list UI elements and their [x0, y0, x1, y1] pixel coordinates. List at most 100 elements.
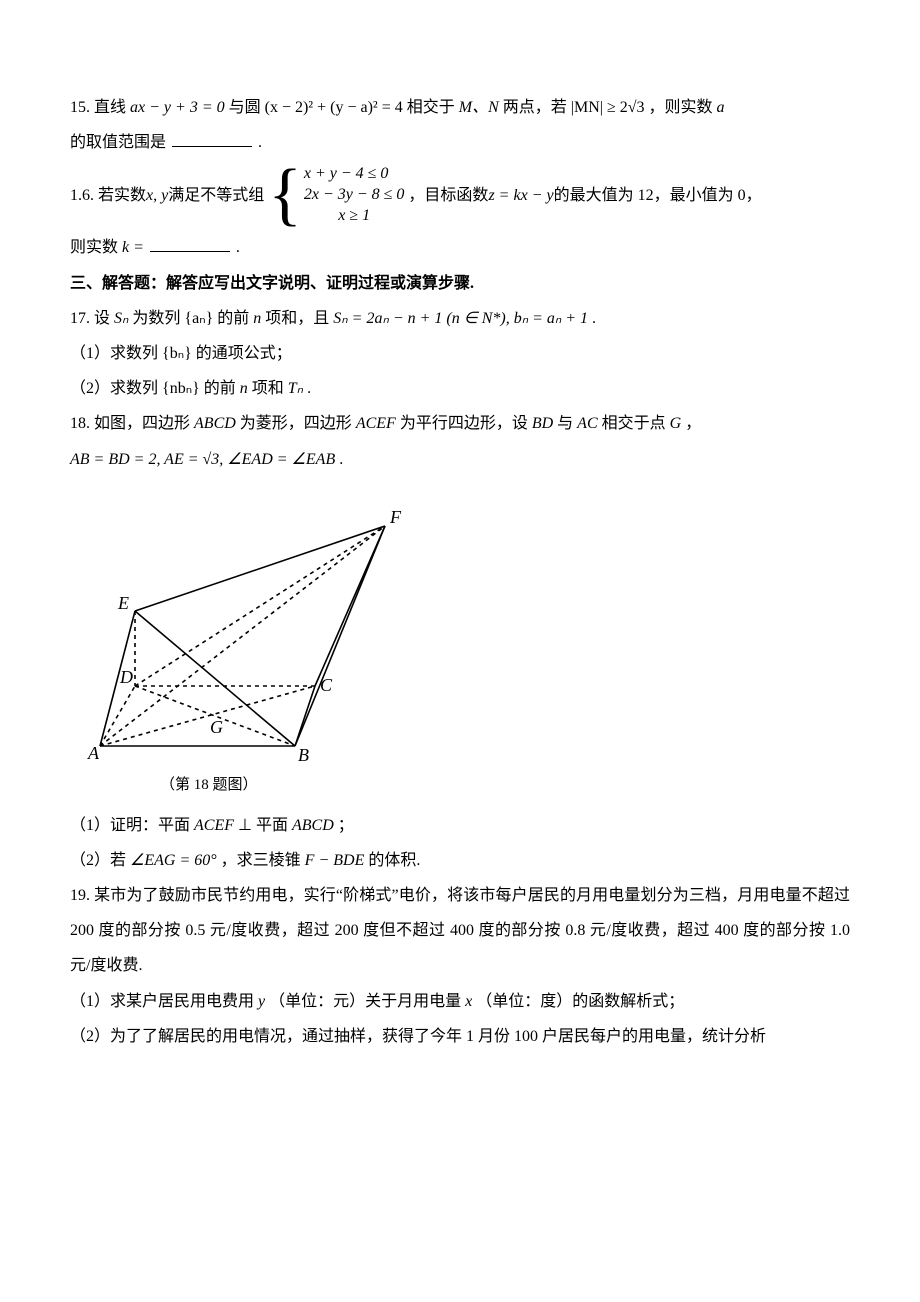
- question-17-part2: （2）求数列 {nbₙ} 的前 n 项和 Tₙ .: [70, 371, 850, 406]
- q18p2-mid: ，求三棱锥: [221, 852, 305, 869]
- q16-taileq: k =: [122, 239, 144, 256]
- q15-text: ，则实数: [649, 99, 717, 116]
- q18p1-perp: ⊥: [238, 817, 256, 834]
- question-18-part1: （1）证明：平面 ACEF ⊥ 平面 ABCD ；: [70, 808, 850, 843]
- ineq-line-1: x + y − 4 ≤ 0: [304, 164, 405, 185]
- q19p1-x: x: [465, 993, 472, 1010]
- q16-vars: x, y: [146, 178, 168, 213]
- q18p2-solid: F − BDE: [305, 852, 365, 869]
- q15-text: 两点，若: [503, 99, 571, 116]
- q18-mid4: 相交于点: [602, 415, 670, 432]
- q17p2-T: Tₙ: [288, 380, 303, 397]
- section-3-heading: 三、解答题：解答应写出文字说明、证明过程或演算步骤.: [70, 266, 850, 301]
- geometry-diagram: A B C D E F G: [80, 491, 420, 771]
- q18-q4: AC: [577, 415, 597, 432]
- q16-pre: 1.6. 若实数: [70, 178, 146, 213]
- q15-text: 15. 直线: [70, 99, 130, 116]
- question-16-cont: 则实数 k = .: [70, 230, 850, 265]
- q17-an: {aₙ}: [184, 310, 213, 327]
- answer-blank[interactable]: [150, 237, 230, 252]
- label-C: C: [320, 675, 333, 695]
- q18p2-eq: ∠EAG = 60°: [130, 852, 217, 869]
- q18p2-tail: 的体积.: [368, 852, 420, 869]
- q18p1-pre: （1）证明：平面: [70, 817, 194, 834]
- q17p1-tail: 的通项公式；: [196, 345, 292, 362]
- q18-mid5: ，: [685, 415, 701, 432]
- q15-eq2: (x − 2)² + (y − a)² = 4: [265, 99, 403, 116]
- answer-blank[interactable]: [172, 132, 252, 147]
- q19p1-tail: （单位：度）的函数解析式；: [476, 993, 684, 1010]
- question-16: 1.6. 若实数 x, y 满足不等式组 { x + y − 4 ≤ 0 2x …: [70, 160, 850, 230]
- question-19-part1: （1）求某户居民用电费用 y （单位：元）关于月用电量 x （单位：度）的函数解…: [70, 984, 850, 1019]
- q18-eq: AB = BD = 2, AE = √3, ∠EAD = ∠EAB: [70, 451, 335, 468]
- q18-mid1: 为菱形，四边形: [240, 415, 356, 432]
- question-18: 18. 如图，四边形 ABCD 为菱形，四边形 ACEF 为平行四边形，设 BD…: [70, 406, 850, 441]
- q17-mid1: 为数列: [132, 310, 184, 327]
- q17p2-pre: （2）求数列: [70, 380, 162, 397]
- ineq-line-2: 2x − 3y − 8 ≤ 0: [304, 185, 405, 206]
- q15-points: M、N: [459, 99, 499, 116]
- inequality-system: { x + y − 4 ≤ 0 2x − 3y − 8 ≤ 0 x ≥ 1: [268, 160, 404, 230]
- question-18-eq: AB = BD = 2, AE = √3, ∠EAD = ∠EAB .: [70, 442, 850, 477]
- q18-q5: G: [670, 415, 682, 432]
- q18-q3: BD: [532, 415, 553, 432]
- q17p2-seq: {nbₙ}: [162, 380, 200, 397]
- q18-pre: 18. 如图，四边形: [70, 415, 194, 432]
- q17-period: .: [592, 310, 596, 327]
- label-G: G: [210, 717, 223, 737]
- question-19-part2: （2）为了了解居民的用电情况，通过抽样，获得了今年 1 月份 100 户居民每户…: [70, 1019, 850, 1054]
- q16-mid1: 满足不等式组: [168, 178, 264, 213]
- q16-period: .: [236, 239, 240, 256]
- q17-pre: 17. 设: [70, 310, 114, 327]
- q15-eq1: ax − y + 3 = 0: [130, 99, 225, 116]
- q17p2-tail: 项和: [252, 380, 288, 397]
- question-19: 19. 某市为了鼓励市民节约用电，实行“阶梯式”电价，将该市每户居民的月用电量划…: [70, 878, 850, 984]
- q17p1-seq: {bₙ}: [162, 345, 192, 362]
- figure-q18: A B C D E F G （第 18 题图）: [80, 491, 420, 802]
- question-17-part1: （1）求数列 {bₙ} 的通项公式；: [70, 336, 850, 371]
- q15-period: .: [258, 134, 262, 151]
- left-brace-icon: {: [268, 160, 302, 230]
- label-D: D: [119, 667, 133, 687]
- q19p1-pre: （1）求某户居民用电费用: [70, 993, 258, 1010]
- q17p2-mid: 的前: [204, 380, 240, 397]
- label-E: E: [117, 593, 129, 613]
- q18p1-c: ABCD: [292, 817, 334, 834]
- question-15-cont: 的取值范围是 .: [70, 125, 850, 160]
- q15-text: 与圆: [229, 99, 265, 116]
- ineq-line-3: x ≥ 1: [304, 206, 405, 227]
- q17-mid3: 项和，且: [265, 310, 333, 327]
- q18p1-a: ACEF: [194, 817, 234, 834]
- q17-sn: Sₙ: [114, 310, 128, 327]
- q17-eq: Sₙ = 2aₙ − n + 1 (n ∈ N*), bₙ = aₙ + 1: [333, 310, 588, 327]
- q16-mid2: ，目标函数: [408, 178, 488, 213]
- q17p2-n: n: [240, 380, 248, 397]
- q18-q2: ACEF: [356, 415, 396, 432]
- q18-mid3: 与: [557, 415, 577, 432]
- q18-mid2: 为平行四边形，设: [400, 415, 532, 432]
- q17-n: n: [253, 310, 261, 327]
- q16-eq1: z = kx − y: [488, 178, 553, 213]
- q16-tailpre: 则实数: [70, 239, 122, 256]
- figure-caption: （第 18 题图）: [160, 769, 420, 802]
- q15-tail: 的取值范围是: [70, 134, 166, 151]
- q17p1-pre: （1）求数列: [70, 345, 162, 362]
- q18p1-b: 平面: [256, 817, 292, 834]
- q17-mid2: 的前: [217, 310, 253, 327]
- q17p2-period: .: [307, 380, 311, 397]
- q15-text: 相交于: [407, 99, 459, 116]
- label-A: A: [87, 743, 100, 763]
- label-B: B: [298, 745, 309, 765]
- q19p1-mid1: （单位：元）关于月用电量: [269, 993, 465, 1010]
- q15-eq3: |MN| ≥ 2√3: [571, 99, 645, 116]
- label-F: F: [389, 507, 402, 527]
- q16-mid3: 的最大值为 12，最小值为 0，: [554, 178, 762, 213]
- question-18-part2: （2）若 ∠EAG = 60° ，求三棱锥 F − BDE 的体积.: [70, 843, 850, 878]
- question-15: 15. 直线 ax − y + 3 = 0 与圆 (x − 2)² + (y −…: [70, 90, 850, 125]
- q18-q1: ABCD: [194, 415, 236, 432]
- q19p1-y: y: [258, 993, 265, 1010]
- question-17: 17. 设 Sₙ 为数列 {aₙ} 的前 n 项和，且 Sₙ = 2aₙ − n…: [70, 301, 850, 336]
- q18-period: .: [339, 451, 343, 468]
- q18p1-tail: ；: [338, 817, 354, 834]
- q18p2-pre: （2）若: [70, 852, 130, 869]
